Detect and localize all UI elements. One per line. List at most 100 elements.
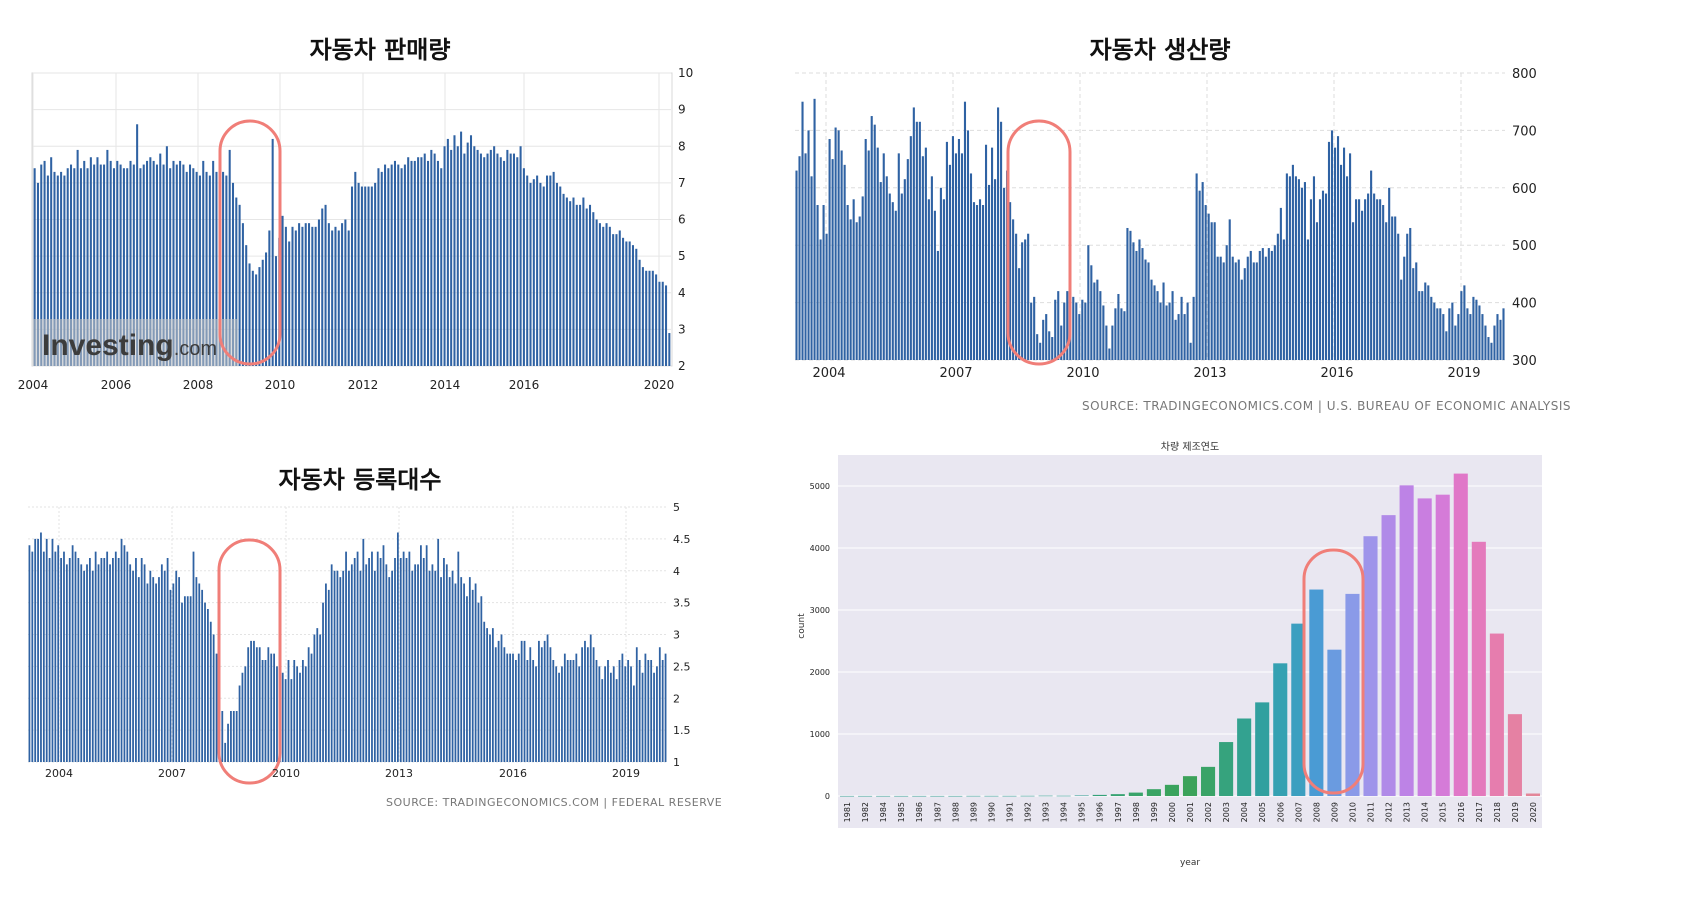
bar	[422, 558, 425, 762]
bar	[1276, 233, 1279, 360]
bar	[129, 564, 132, 762]
bar	[1186, 302, 1189, 360]
bar	[1442, 314, 1445, 360]
bar	[384, 164, 387, 366]
bar	[602, 226, 605, 366]
bar	[238, 204, 241, 366]
x-tick-label: 2001	[1186, 802, 1195, 822]
bar	[264, 660, 267, 762]
bar	[582, 197, 585, 366]
bar	[635, 248, 638, 366]
bar	[1033, 296, 1036, 360]
bar	[1282, 239, 1285, 360]
bar	[1039, 342, 1042, 360]
y-tick-label: 8	[678, 139, 686, 153]
registrations-chart-panel: 자동차 등록대수 1 1.5 2 2.5 3 3.5 4 4.5 5 2004 2007 2010 2…	[0, 440, 760, 860]
bar	[532, 660, 535, 762]
bar	[1525, 793, 1541, 796]
bar	[405, 558, 408, 762]
bar	[1261, 248, 1264, 360]
bar	[1159, 302, 1162, 360]
bar	[382, 545, 385, 762]
bar	[433, 153, 436, 366]
bar	[520, 640, 523, 762]
bar	[569, 660, 572, 762]
investing-logo: Investing.com	[42, 329, 217, 362]
x-tick-label: 1995	[1078, 802, 1087, 822]
bar	[930, 176, 933, 360]
bar	[630, 666, 632, 762]
bar	[91, 570, 94, 762]
bar	[879, 182, 882, 360]
bar	[653, 672, 655, 762]
highlight-circle	[217, 538, 282, 785]
bar	[222, 171, 225, 366]
bar	[500, 634, 503, 762]
bar	[1252, 262, 1255, 360]
bar	[63, 551, 65, 762]
bar	[476, 149, 479, 366]
bar	[579, 204, 582, 366]
bar	[357, 182, 360, 366]
bar	[1361, 210, 1364, 360]
bar	[410, 160, 413, 366]
bar	[876, 147, 879, 360]
bar	[581, 647, 583, 762]
bar	[1099, 291, 1102, 360]
x-tick-label: 1991	[1005, 802, 1014, 822]
bar	[957, 139, 961, 360]
bar	[900, 193, 903, 360]
bar	[1448, 308, 1451, 360]
bar	[517, 653, 520, 762]
bar	[645, 270, 648, 366]
bar	[1102, 305, 1105, 360]
bar	[284, 679, 287, 762]
bar	[514, 660, 517, 762]
bar	[497, 640, 500, 762]
bar	[321, 208, 324, 366]
bar	[1162, 282, 1165, 360]
bar	[609, 672, 612, 762]
bar	[1363, 536, 1378, 796]
bar	[595, 219, 598, 366]
bar	[882, 153, 885, 360]
bar	[647, 660, 650, 762]
bar	[1303, 182, 1306, 360]
bar	[526, 175, 529, 366]
bar	[1138, 239, 1141, 360]
bar	[394, 558, 396, 762]
bar	[54, 551, 57, 762]
bar	[1436, 308, 1439, 360]
bar	[1478, 305, 1481, 360]
bar	[158, 577, 160, 762]
bar	[322, 602, 324, 762]
bar	[99, 164, 102, 366]
bar	[945, 141, 948, 360]
source-note: SOURCE: TRADINGECONOMICS.COM | FEDERAL R…	[386, 796, 723, 809]
bar	[427, 160, 430, 366]
chart-title: 차량 제조연도	[1161, 441, 1219, 453]
bar	[538, 640, 540, 762]
bar	[1015, 233, 1018, 360]
bar	[1066, 291, 1069, 360]
bar	[542, 186, 545, 366]
bar	[195, 171, 198, 366]
bar	[245, 245, 248, 366]
bar	[1346, 176, 1349, 360]
bar	[294, 230, 297, 366]
bar	[1243, 268, 1246, 360]
y-tick-label: 1.5	[673, 724, 691, 737]
bar	[978, 199, 982, 360]
bar	[317, 219, 320, 366]
x-tick-label: 2004	[45, 767, 73, 780]
bar	[1471, 541, 1486, 796]
bar	[561, 666, 563, 762]
bar	[391, 570, 394, 762]
bar	[1057, 291, 1060, 360]
bar	[76, 149, 79, 366]
bar	[1060, 325, 1063, 360]
bar	[1367, 193, 1370, 360]
bar	[468, 577, 471, 762]
bar	[876, 795, 891, 797]
bar	[1012, 219, 1015, 360]
